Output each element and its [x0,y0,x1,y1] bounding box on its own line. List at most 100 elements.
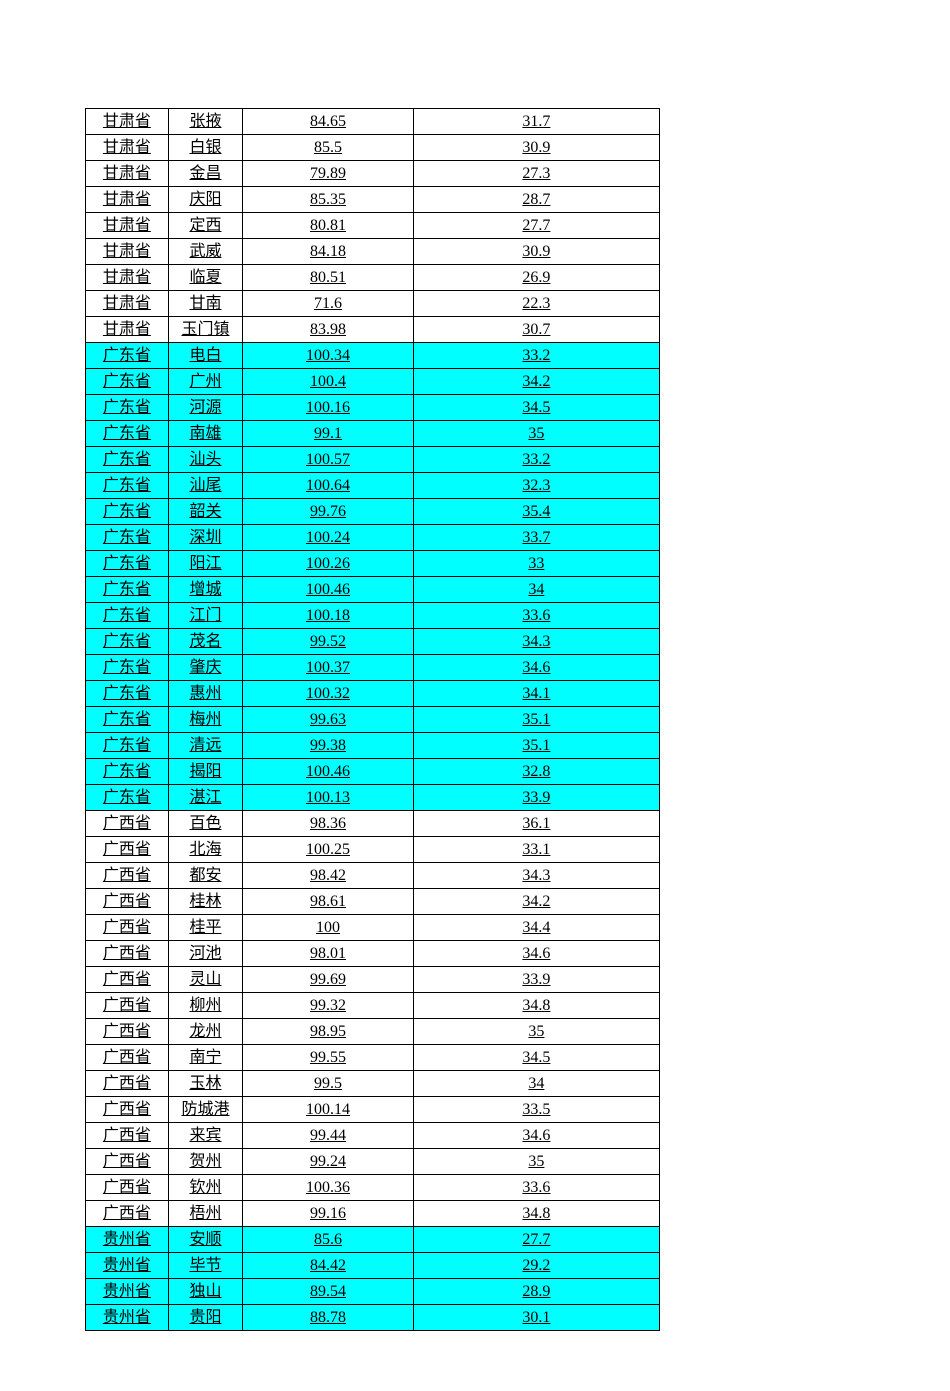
cell-value2: 34.6 [413,655,659,681]
table-row: 广西省龙州98.9535 [86,1019,660,1045]
cell-city: 阳江 [168,551,242,577]
cell-province: 甘肃省 [86,239,169,265]
cell-province: 广东省 [86,733,169,759]
cell-value2: 28.9 [413,1279,659,1305]
cell-province: 甘肃省 [86,187,169,213]
cell-value2: 31.7 [413,109,659,135]
cell-value1: 100.24 [243,525,414,551]
cell-value1: 99.63 [243,707,414,733]
cell-city: 都安 [168,863,242,889]
cell-city: 揭阳 [168,759,242,785]
table-row: 甘肃省临夏80.5126.9 [86,265,660,291]
table-row: 广西省南宁99.5534.5 [86,1045,660,1071]
cell-province: 甘肃省 [86,213,169,239]
cell-province: 广东省 [86,525,169,551]
cell-value2: 33.6 [413,1175,659,1201]
cell-value2: 35.4 [413,499,659,525]
cell-value2: 35 [413,1149,659,1175]
table-row: 广东省韶关99.7635.4 [86,499,660,525]
cell-province: 广东省 [86,785,169,811]
cell-province: 甘肃省 [86,265,169,291]
cell-value1: 80.81 [243,213,414,239]
cell-province: 广西省 [86,1123,169,1149]
table-row: 广东省河源100.1634.5 [86,395,660,421]
cell-value1: 100.36 [243,1175,414,1201]
cell-value2: 32.3 [413,473,659,499]
cell-value1: 98.95 [243,1019,414,1045]
cell-value2: 34.6 [413,1123,659,1149]
table-row: 广东省揭阳100.4632.8 [86,759,660,785]
cell-value2: 30.1 [413,1305,659,1331]
cell-value1: 100.4 [243,369,414,395]
table-row: 广东省肇庆100.3734.6 [86,655,660,681]
cell-value2: 34.8 [413,1201,659,1227]
table-row: 广西省百色98.3636.1 [86,811,660,837]
cell-value1: 100.57 [243,447,414,473]
cell-city: 来宾 [168,1123,242,1149]
table-row: 甘肃省定西80.8127.7 [86,213,660,239]
cell-province: 广东省 [86,395,169,421]
cell-value1: 99.32 [243,993,414,1019]
cell-value1: 100.46 [243,759,414,785]
cell-city: 临夏 [168,265,242,291]
cell-value2: 33 [413,551,659,577]
cell-province: 广东省 [86,421,169,447]
table-row: 广东省江门100.1833.6 [86,603,660,629]
cell-value2: 33.2 [413,447,659,473]
table-row: 贵州省毕节84.4229.2 [86,1253,660,1279]
cell-value2: 28.7 [413,187,659,213]
cell-province: 广东省 [86,369,169,395]
cell-value1: 83.98 [243,317,414,343]
data-table: 甘肃省张掖84.6531.7甘肃省白银85.530.9甘肃省金昌79.8927.… [85,108,660,1331]
table-row: 广东省湛江100.1333.9 [86,785,660,811]
table-row: 广西省灵山99.6933.9 [86,967,660,993]
cell-value2: 34.3 [413,629,659,655]
cell-city: 龙州 [168,1019,242,1045]
page: 甘肃省张掖84.6531.7甘肃省白银85.530.9甘肃省金昌79.8927.… [0,0,950,1391]
table-row: 广东省茂名99.5234.3 [86,629,660,655]
cell-province: 广东省 [86,343,169,369]
cell-province: 广西省 [86,1045,169,1071]
cell-value1: 98.42 [243,863,414,889]
cell-province: 甘肃省 [86,291,169,317]
cell-city: 灵山 [168,967,242,993]
cell-value2: 27.7 [413,1227,659,1253]
cell-city: 江门 [168,603,242,629]
cell-city: 安顺 [168,1227,242,1253]
cell-city: 独山 [168,1279,242,1305]
table-body: 甘肃省张掖84.6531.7甘肃省白银85.530.9甘肃省金昌79.8927.… [86,109,660,1331]
cell-value2: 34.8 [413,993,659,1019]
cell-value1: 100.64 [243,473,414,499]
cell-value1: 100.34 [243,343,414,369]
table-row: 广东省电白100.3433.2 [86,343,660,369]
cell-city: 百色 [168,811,242,837]
cell-value2: 33.2 [413,343,659,369]
cell-province: 广东省 [86,681,169,707]
cell-city: 柳州 [168,993,242,1019]
cell-province: 广东省 [86,499,169,525]
cell-value1: 85.5 [243,135,414,161]
table-row: 甘肃省张掖84.6531.7 [86,109,660,135]
table-row: 贵州省贵阳88.7830.1 [86,1305,660,1331]
table-row: 广东省阳江100.2633 [86,551,660,577]
cell-value1: 80.51 [243,265,414,291]
cell-value2: 34.4 [413,915,659,941]
cell-value2: 30.9 [413,239,659,265]
cell-province: 广西省 [86,915,169,941]
table-row: 广西省北海100.2533.1 [86,837,660,863]
table-row: 广西省来宾99.4434.6 [86,1123,660,1149]
cell-province: 贵州省 [86,1253,169,1279]
cell-city: 增城 [168,577,242,603]
cell-value2: 34 [413,1071,659,1097]
cell-province: 广西省 [86,1019,169,1045]
cell-city: 甘南 [168,291,242,317]
cell-value2: 30.9 [413,135,659,161]
table-row: 甘肃省甘南71.622.3 [86,291,660,317]
cell-value2: 34.2 [413,369,659,395]
cell-province: 广东省 [86,655,169,681]
cell-province: 甘肃省 [86,161,169,187]
cell-city: 茂名 [168,629,242,655]
table-row: 广东省汕尾100.6432.3 [86,473,660,499]
cell-value1: 71.6 [243,291,414,317]
cell-value1: 85.6 [243,1227,414,1253]
